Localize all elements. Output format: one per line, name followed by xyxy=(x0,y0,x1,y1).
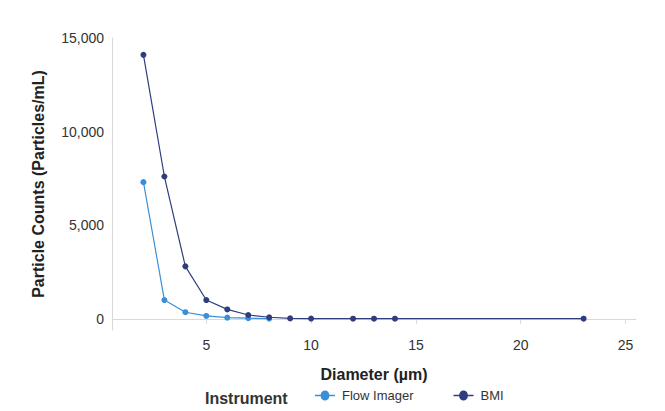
svg-text:10,000: 10,000 xyxy=(61,124,104,140)
svg-text:Diameter (µm): Diameter (µm) xyxy=(320,366,427,383)
svg-text:Instrument: Instrument xyxy=(205,390,288,407)
svg-text:5,000: 5,000 xyxy=(69,217,104,233)
svg-text:20: 20 xyxy=(513,337,529,353)
svg-text:15: 15 xyxy=(408,337,424,353)
svg-text:15,000: 15,000 xyxy=(61,30,104,46)
svg-text:5: 5 xyxy=(202,337,210,353)
svg-text:10: 10 xyxy=(303,337,319,353)
svg-text:25: 25 xyxy=(618,337,634,353)
svg-text:Flow Imager: Flow Imager xyxy=(342,388,414,403)
svg-text:BMI: BMI xyxy=(481,388,504,403)
svg-text:Particle Counts (Particles/mL): Particle Counts (Particles/mL) xyxy=(30,70,47,298)
svg-text:0: 0 xyxy=(96,311,104,327)
